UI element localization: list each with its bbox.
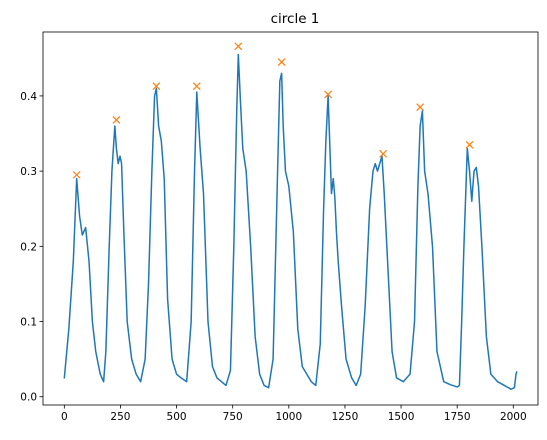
x-tick-label: 750 — [223, 411, 243, 423]
y-tick-label: 0.3 — [20, 166, 37, 178]
x-tick-label: 1250 — [332, 411, 359, 423]
x-tick-label: 1750 — [444, 411, 471, 423]
peak-marker — [72, 170, 81, 179]
signal-line — [63, 53, 518, 390]
y-tick-label: 0.0 — [20, 392, 37, 404]
x-axis: 0 250 500 750 1000 1250 1500 1750 2000 — [61, 405, 527, 423]
plot-frame — [42, 31, 539, 406]
peak-marker — [416, 103, 425, 112]
peak-marker — [379, 149, 388, 158]
peak-marker — [277, 58, 286, 67]
peak-marker — [152, 82, 161, 91]
x-tick-label: 2000 — [500, 411, 527, 423]
peak-marker — [465, 140, 474, 149]
peak-marker — [192, 82, 201, 91]
x-tick-label: 500 — [167, 411, 187, 423]
y-tick-label: 0.4 — [20, 91, 37, 103]
peak-marker — [234, 42, 243, 51]
y-axis: 0.0 0.1 0.2 0.3 0.4 — [20, 91, 43, 404]
peak-marker — [324, 90, 333, 99]
peak-marker — [112, 116, 121, 124]
y-tick-label: 0.2 — [20, 241, 37, 253]
x-tick-label: 1500 — [388, 411, 415, 423]
chart-title: circle 1 — [271, 11, 320, 27]
plot-area — [63, 42, 518, 390]
x-tick-label: 1000 — [275, 411, 302, 423]
y-tick-label: 0.1 — [20, 317, 37, 329]
x-tick-label: 0 — [61, 411, 68, 423]
x-tick-label: 250 — [110, 411, 130, 423]
